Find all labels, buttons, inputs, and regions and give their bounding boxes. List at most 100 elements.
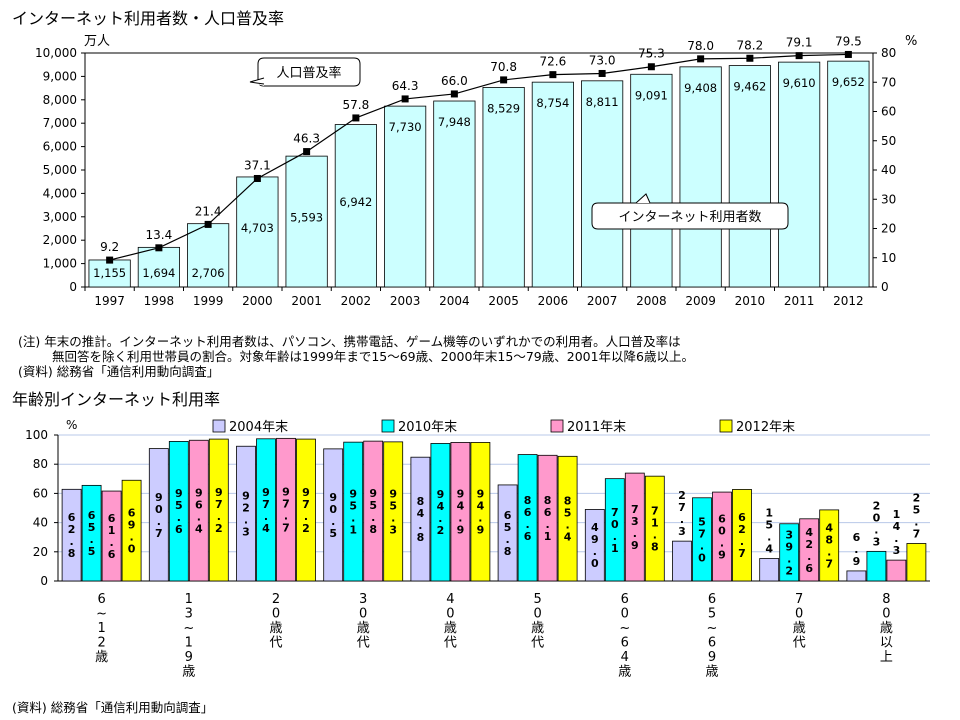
chart2-bar-label: 94.9 bbox=[457, 488, 465, 537]
chart2-legend-label: 2012年末 bbox=[736, 420, 795, 435]
chart1-x-tick-label: 1997 bbox=[94, 294, 125, 308]
chart1-bar bbox=[531, 81, 574, 288]
chart2-bar-label-char: 2 bbox=[215, 522, 223, 535]
chart2-x-tick-label-char: 0 bbox=[795, 607, 803, 622]
chart2-x-tick-label-char: 0 bbox=[533, 607, 541, 622]
chart2-bar-label-char: 6 bbox=[738, 511, 746, 524]
chart1-bar-label: 9,462 bbox=[733, 80, 766, 94]
chart2-bar-label-char: 9 bbox=[457, 488, 465, 501]
chart2-bar-label-char: 9 bbox=[389, 487, 397, 500]
chart2-x-tick-label-char: 2 bbox=[97, 636, 105, 651]
chart1-line-marker bbox=[844, 50, 852, 58]
chart2-bar-label-char: 4 bbox=[457, 500, 465, 513]
chart2-bar-label-char: 0 bbox=[329, 503, 337, 516]
chart1-x-tick-label: 2012 bbox=[833, 294, 864, 308]
chart2-bar-label: 97.7 bbox=[282, 486, 290, 535]
chart1-source: (資料) 総務省「通信利用動向調査」 bbox=[18, 364, 220, 379]
chart2-bar-label-char: 0 bbox=[591, 557, 599, 570]
chart1-bar bbox=[482, 87, 525, 288]
chart1-penetration-line bbox=[109, 53, 849, 261]
chart2-bar-label: 6.9 bbox=[853, 531, 861, 568]
chart2-x-tick-label: 65~69歳 bbox=[705, 592, 718, 680]
chart1-bar-label: 2,706 bbox=[192, 266, 225, 280]
chart1-left-tick-label: 6,000 bbox=[43, 140, 77, 154]
chart1-bar-label: 9,408 bbox=[684, 81, 717, 95]
chart2-x-tick-label-char: 9 bbox=[185, 650, 193, 665]
chart2-bar-label-char: 8 bbox=[544, 494, 552, 507]
chart2-x-tick-label-char: 0 bbox=[359, 607, 367, 622]
chart1-bar-label: 1,155 bbox=[93, 266, 126, 280]
chart2-bar-label-char: 2 bbox=[785, 564, 793, 577]
chart2-x-tick-label-char: 3 bbox=[359, 592, 367, 607]
chart2-bar-label: 49.0 bbox=[591, 521, 599, 570]
chart2-bar-label-char: 4 bbox=[262, 522, 270, 535]
chart2-bar-label-char: 8 bbox=[68, 547, 76, 560]
chart2-bar-label-char: . bbox=[371, 511, 375, 524]
chart2-bar bbox=[470, 442, 491, 582]
chart2-bar-label: 70.1 bbox=[611, 506, 619, 555]
chart2-bar-label-char: 5 bbox=[698, 515, 706, 528]
chart2-bar-label-char: 5 bbox=[369, 499, 377, 512]
chart2-bar-label: 90.5 bbox=[329, 491, 337, 540]
chart2-bar-label-char: 2 bbox=[873, 499, 881, 512]
chart1-left-tick-label: 10,000 bbox=[35, 46, 77, 60]
chart2-bar-label-char: . bbox=[854, 543, 858, 556]
chart2-x-tick-label-char: 歳 bbox=[705, 665, 718, 680]
chart2-bar-label-char: 6 bbox=[544, 506, 552, 519]
chart1-bar bbox=[630, 73, 673, 288]
chart2-bar-label: 65.5 bbox=[88, 509, 96, 558]
chart2-bar bbox=[819, 509, 840, 582]
chart2-bar-label: 73.9 bbox=[631, 503, 639, 552]
chart2-bar bbox=[363, 440, 384, 582]
chart2-bar-label-char: 7 bbox=[215, 498, 223, 511]
chart2-x-tick-label-char: 1 bbox=[97, 621, 105, 636]
chart2-bar-label: 14.3 bbox=[893, 508, 901, 557]
chart1-right-tick-label: 50 bbox=[881, 134, 896, 148]
chart1-x-tick-label: 2000 bbox=[242, 294, 273, 308]
chart2-bar-label-char: . bbox=[130, 531, 134, 544]
chart2-bar-label-char: . bbox=[546, 518, 550, 531]
chart2-bar-label-char: 5 bbox=[175, 499, 183, 512]
chart1-line-label: 70.8 bbox=[490, 60, 517, 74]
chart1-bar bbox=[827, 60, 870, 288]
chart2-bar-label-char: . bbox=[157, 515, 161, 528]
chart1-bar-label: 6,942 bbox=[339, 195, 372, 209]
chart2-x-tick-label-char: 歳 bbox=[182, 665, 195, 680]
chart2-y-tick-label: 80 bbox=[33, 457, 48, 471]
chart2-x-tick-label-char: 歳 bbox=[618, 665, 631, 680]
chart2-bar bbox=[537, 454, 558, 582]
chart2-bar-label-char: . bbox=[438, 512, 442, 525]
chart2-bar-label: 94.9 bbox=[477, 488, 485, 537]
chart2-bar-label-char: 8 bbox=[524, 494, 532, 507]
chart1-right-unit: % bbox=[905, 34, 917, 49]
chart1-line-label: 46.3 bbox=[293, 132, 320, 146]
chart2-bar-label-char: 0 bbox=[611, 518, 619, 531]
chart2-bar-label-char: 9 bbox=[477, 524, 485, 537]
chart2-bar-label-char: . bbox=[331, 515, 335, 528]
chart1-x-tick-label: 1998 bbox=[144, 294, 175, 308]
chart2-bar-label-char: 6 bbox=[718, 513, 726, 526]
chart2-x-tick-label-char: 以 bbox=[880, 636, 893, 651]
chart2-bar-label-char: 6 bbox=[195, 499, 203, 512]
chart1-bar-label: 1,694 bbox=[142, 266, 175, 280]
chart2-bar-label-char: . bbox=[458, 512, 462, 525]
chart2-bar-label-char: 0 bbox=[718, 525, 726, 538]
chart1-x-tick-label: 2005 bbox=[488, 294, 519, 308]
chart2-bar-label-char: 6 bbox=[805, 562, 813, 575]
chart1-line-marker bbox=[401, 95, 409, 103]
chart2-bar bbox=[410, 456, 431, 582]
chart2-bar-label-char: 6 bbox=[504, 509, 512, 522]
chart2-legend-label: 2010年末 bbox=[398, 420, 457, 435]
chart2-bar-label-char: 9 bbox=[175, 487, 183, 500]
chart2-bar-label-char: 3 bbox=[389, 523, 397, 536]
chart2-bar-label-char: 9 bbox=[591, 533, 599, 546]
chart1-right-tick-label: 70 bbox=[881, 75, 896, 89]
chart2-source: (資料) 総務省「通信利用動向調査」 bbox=[12, 700, 214, 715]
chart2-x-tick-label-char: 上 bbox=[880, 650, 893, 665]
chart1-x-tick-label: 2004 bbox=[439, 294, 470, 308]
chart1-line-label: 75.3 bbox=[638, 47, 665, 61]
chart2-bar-label-char: . bbox=[700, 539, 704, 552]
chart2-bar-label-char: 7 bbox=[611, 506, 619, 519]
users-penetration-chart: 0 1,000 2,000 3,000 4,000 5,000 6,000 7,000 8,00… bbox=[35, 34, 917, 308]
chart2-bar bbox=[557, 455, 578, 582]
